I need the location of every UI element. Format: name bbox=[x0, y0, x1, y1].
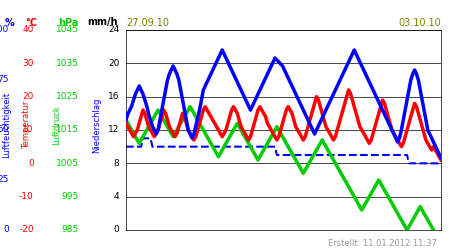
Text: 1045: 1045 bbox=[56, 26, 79, 35]
Text: 16: 16 bbox=[108, 92, 119, 101]
Text: 0: 0 bbox=[28, 159, 34, 168]
Text: Niederschlag: Niederschlag bbox=[92, 97, 101, 153]
Text: 100: 100 bbox=[0, 26, 9, 35]
Text: 25: 25 bbox=[0, 176, 9, 184]
Text: 4: 4 bbox=[113, 192, 119, 201]
Text: 0: 0 bbox=[3, 226, 9, 234]
Text: 50: 50 bbox=[0, 126, 9, 134]
Text: -10: -10 bbox=[19, 192, 34, 201]
Text: 1005: 1005 bbox=[56, 159, 79, 168]
Text: Luftfeuchtigkeit: Luftfeuchtigkeit bbox=[2, 92, 11, 158]
Text: -20: -20 bbox=[19, 226, 34, 234]
Text: 20: 20 bbox=[22, 92, 34, 101]
Text: 27.09.10: 27.09.10 bbox=[126, 18, 169, 28]
Text: Luftdruck: Luftdruck bbox=[52, 105, 61, 145]
Text: 24: 24 bbox=[108, 26, 119, 35]
Text: 30: 30 bbox=[22, 59, 34, 68]
Text: 1025: 1025 bbox=[56, 92, 79, 101]
Text: Erstellt: 11.01.2012 11:37: Erstellt: 11.01.2012 11:37 bbox=[328, 238, 436, 248]
Text: hPa: hPa bbox=[58, 18, 79, 28]
Text: 40: 40 bbox=[22, 26, 34, 35]
Text: %: % bbox=[4, 18, 14, 28]
Text: 75: 75 bbox=[0, 76, 9, 84]
Text: 20: 20 bbox=[108, 59, 119, 68]
Text: 03.10.10: 03.10.10 bbox=[398, 18, 441, 28]
Text: 12: 12 bbox=[108, 126, 119, 134]
Text: 1035: 1035 bbox=[56, 59, 79, 68]
Text: 8: 8 bbox=[113, 159, 119, 168]
Text: 995: 995 bbox=[62, 192, 79, 201]
Text: °C: °C bbox=[25, 18, 37, 28]
Text: 1015: 1015 bbox=[56, 126, 79, 134]
Text: 10: 10 bbox=[22, 126, 34, 134]
Text: mm/h: mm/h bbox=[88, 18, 118, 28]
Text: 985: 985 bbox=[62, 226, 79, 234]
Text: 0: 0 bbox=[113, 226, 119, 234]
Text: Temperatur: Temperatur bbox=[22, 101, 31, 149]
